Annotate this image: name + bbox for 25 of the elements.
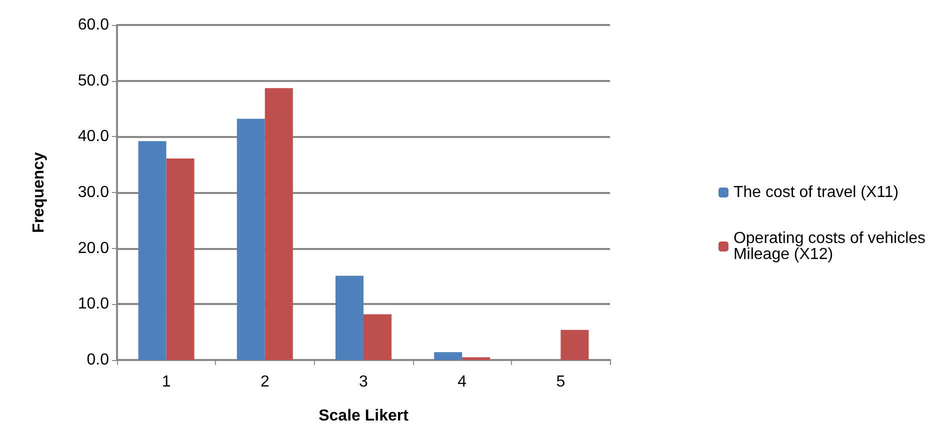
- y-tick-label: 40.0: [78, 128, 110, 146]
- bar: [462, 357, 490, 360]
- x-tick-label: 4: [458, 374, 467, 390]
- y-tick-label: 60.0: [78, 16, 110, 34]
- x-tick-label: 3: [359, 374, 368, 390]
- y-tick-label: 30.0: [78, 184, 110, 201]
- x-tick-label: 1: [162, 374, 171, 390]
- bar: [336, 276, 364, 360]
- y-axis-title: Frequency: [30, 152, 48, 233]
- y-tick-label: 0.0: [86, 352, 110, 368]
- x-tick-label: 2: [260, 374, 270, 390]
- bar: [434, 352, 462, 360]
- y-tick-label: 50.0: [78, 72, 110, 90]
- y-tick-label: 10.0: [78, 296, 110, 313]
- x-axis-title: Scale Likert: [318, 408, 410, 424]
- legend-label: Operating costs of vehicles Mileage (X12): [733, 230, 930, 263]
- bar: [236, 118, 265, 360]
- bar: [364, 314, 392, 360]
- y-tick-label: 20.0: [78, 240, 110, 257]
- x-tick-label: 5: [556, 374, 566, 390]
- bar: [138, 141, 166, 360]
- bar: [166, 158, 194, 360]
- bar: [264, 88, 293, 360]
- bar: [560, 330, 589, 360]
- legend-label: The cost of travel (X11): [733, 184, 899, 201]
